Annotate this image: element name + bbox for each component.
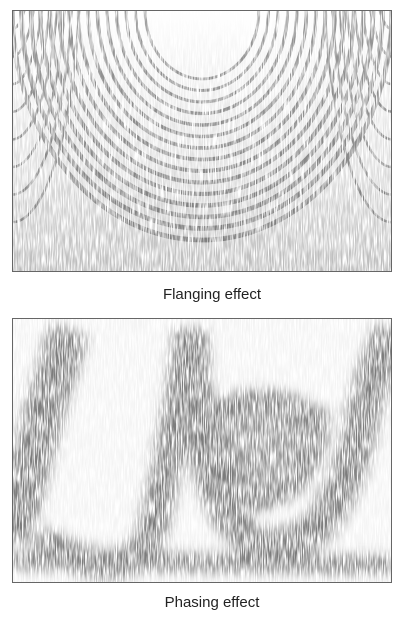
phasing-spectrogram [12, 318, 392, 583]
caption: Phasing effect [165, 594, 261, 611]
noise-texture [12, 10, 392, 272]
figure: Flanging effect Phasing effect [0, 0, 399, 633]
noise-texture [12, 318, 392, 583]
caption: Flanging effect [163, 286, 262, 303]
page: Flanging effect Phasing effect (() => { … [0, 0, 399, 633]
flanging-spectrogram [0, 0, 399, 272]
